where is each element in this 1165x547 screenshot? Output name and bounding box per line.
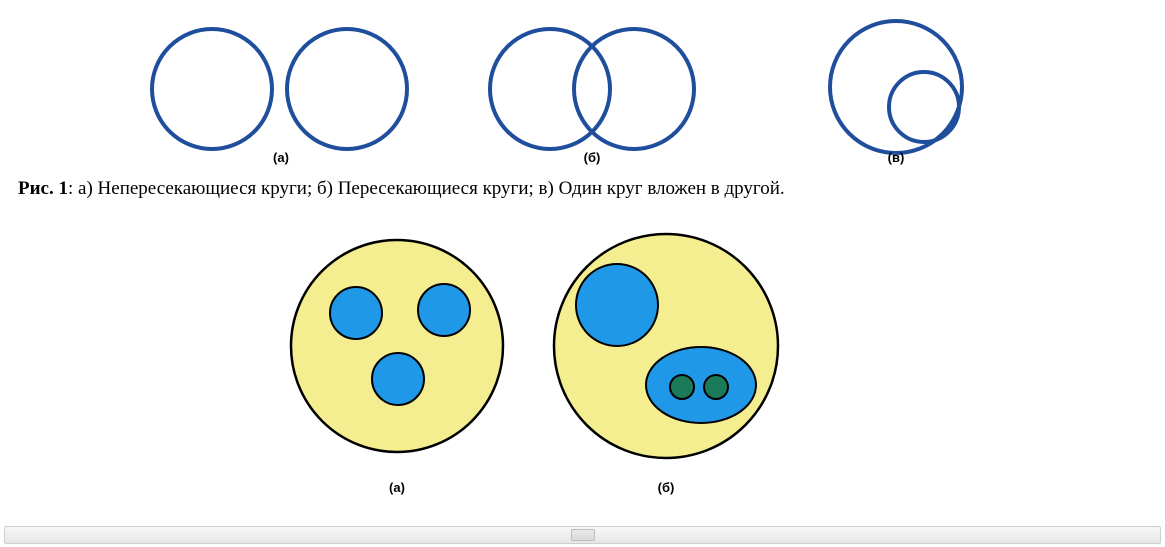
fig1-a-circle-1 [152,29,272,149]
figure-2 [0,230,1165,475]
figure-1 [0,15,1165,165]
fig2-a-small-2 [418,284,470,336]
fig2-a-big [291,240,503,452]
fig1-label-v: (в) [888,150,905,165]
fig2-b-blue-left [576,264,658,346]
fig2-label-a: (а) [389,480,405,495]
fig1-v-inner [889,72,959,142]
fig2-b-teal-2 [704,375,728,399]
caption-rest: : а) Непересекающиеся круги; б) Пересека… [68,178,785,199]
horizontal-scrollbar[interactable] [4,526,1161,544]
figure-1-caption: Рис. 1: а) Непересекающиеся круги; б) Пе… [18,178,1158,200]
figure-1-svg [0,15,1165,165]
fig1-b-circle-2 [574,29,694,149]
fig2-b-big [554,234,778,458]
scrollbar-thumb[interactable] [571,529,595,541]
fig2-b-blue-right [646,347,756,423]
fig2-a-small-3 [372,353,424,405]
fig1-a-circle-2 [287,29,407,149]
fig2-a-small-1 [330,287,382,339]
fig1-label-b: (б) [584,150,601,165]
fig2-b-teal-1 [670,375,694,399]
figure-2-svg [0,230,1165,475]
caption-prefix: Рис. 1 [18,178,68,199]
fig1-label-a: (а) [273,150,289,165]
fig2-label-b: (б) [658,480,675,495]
page-root: (а) (б) (в) Рис. 1: а) Непересекающиеся … [0,0,1165,547]
